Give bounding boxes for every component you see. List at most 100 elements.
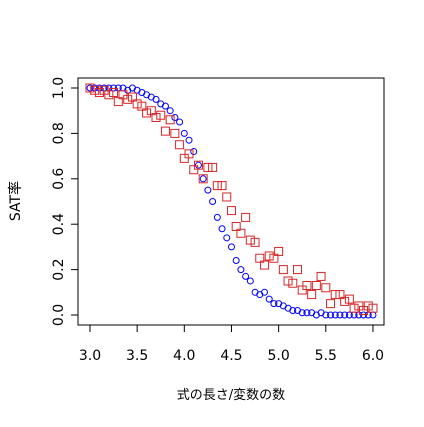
point <box>146 106 156 116</box>
point <box>283 276 293 286</box>
point <box>354 301 364 311</box>
point <box>364 311 372 319</box>
point <box>360 311 368 319</box>
point <box>132 99 142 109</box>
point <box>341 311 349 319</box>
point <box>237 266 245 274</box>
point <box>336 311 344 319</box>
plot-frame <box>77 77 385 326</box>
point <box>208 162 218 172</box>
point <box>114 84 122 92</box>
point <box>368 303 378 313</box>
point <box>311 280 321 290</box>
point <box>227 243 235 251</box>
point <box>199 175 207 183</box>
point <box>345 311 353 319</box>
point <box>203 162 213 172</box>
point <box>123 94 133 104</box>
point <box>91 84 99 92</box>
point <box>190 148 198 156</box>
point <box>179 153 189 163</box>
point <box>297 285 307 295</box>
point <box>355 311 363 319</box>
point <box>209 198 217 205</box>
point <box>231 221 241 231</box>
point <box>232 257 240 265</box>
x-axis-label: 式の長さ/変数の数 <box>177 387 285 403</box>
y-tick-label: 0.4 <box>51 213 67 235</box>
point <box>118 90 128 100</box>
y-tick-label: 0.8 <box>51 122 67 144</box>
point <box>316 271 326 281</box>
point <box>194 161 202 169</box>
x-tick-label: 3.5 <box>126 348 148 364</box>
point <box>86 84 94 92</box>
point <box>90 85 100 95</box>
point <box>170 128 180 138</box>
point <box>265 295 273 303</box>
point <box>213 213 221 221</box>
point <box>302 280 312 290</box>
point <box>344 294 354 304</box>
point <box>142 108 152 118</box>
point <box>223 234 231 242</box>
point <box>327 311 335 319</box>
point <box>109 88 119 98</box>
point <box>359 305 369 315</box>
point <box>322 311 330 319</box>
point <box>180 129 188 137</box>
x-tick-label: 3.0 <box>79 348 101 364</box>
point <box>274 246 284 256</box>
point <box>127 92 137 102</box>
point <box>185 136 193 144</box>
y-tick-label: 0.2 <box>51 258 67 280</box>
point <box>250 237 260 247</box>
point <box>278 265 288 275</box>
point <box>307 290 317 300</box>
point <box>95 84 103 92</box>
point <box>85 83 95 93</box>
point <box>99 85 109 95</box>
point <box>113 97 123 107</box>
point <box>269 253 279 263</box>
point <box>204 186 212 194</box>
point <box>335 290 345 300</box>
point <box>289 306 297 314</box>
point <box>288 278 298 288</box>
point <box>104 90 114 100</box>
point <box>226 206 236 216</box>
x-tick-label: 6.0 <box>362 348 384 364</box>
point <box>270 300 278 308</box>
point <box>298 309 306 317</box>
point <box>198 174 208 184</box>
point <box>137 101 147 111</box>
point <box>242 272 250 280</box>
x-tick-label: 4.5 <box>220 348 242 364</box>
point <box>259 260 269 270</box>
point <box>303 309 311 317</box>
point <box>152 95 160 103</box>
point <box>326 299 336 309</box>
point <box>156 110 166 120</box>
point <box>241 212 251 222</box>
point <box>340 296 350 306</box>
x-tick-label: 5.0 <box>268 348 290 364</box>
point <box>246 277 254 285</box>
point <box>321 283 331 293</box>
x-tick-label: 5.5 <box>315 348 337 364</box>
point <box>260 288 268 296</box>
point <box>189 165 199 175</box>
point <box>236 228 246 238</box>
point <box>363 301 373 311</box>
point <box>331 311 339 319</box>
point <box>212 181 222 191</box>
point <box>100 84 108 92</box>
point <box>160 126 170 136</box>
point <box>184 149 194 159</box>
point <box>193 160 203 170</box>
point <box>217 181 227 191</box>
point <box>165 115 175 125</box>
point <box>110 84 118 92</box>
point <box>255 253 265 263</box>
